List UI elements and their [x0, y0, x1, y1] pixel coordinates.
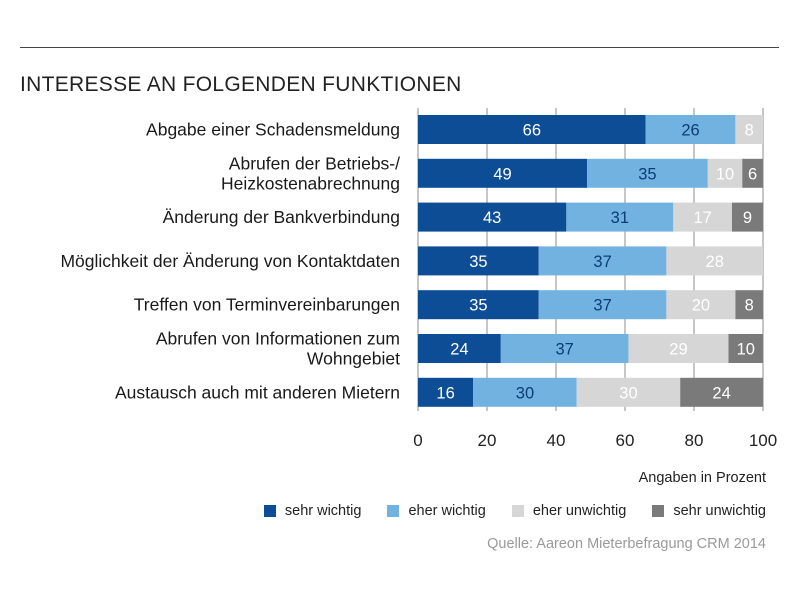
source-note: Quelle: Aareon Mieterbefragung CRM 2014	[487, 536, 766, 552]
legend-label: sehr wichtig	[284, 503, 362, 519]
bar-value-label: 9	[743, 209, 752, 227]
legend-swatch	[387, 505, 400, 517]
bar-value-label: 37	[593, 297, 611, 315]
category-label: Änderung der Bankverbindung	[163, 207, 400, 227]
legend-item: sehr wichtig	[263, 503, 362, 519]
bar-value-label: 8	[745, 122, 754, 140]
legend-swatch	[511, 505, 524, 517]
bar-segment	[628, 334, 729, 363]
bar-value-label: 26	[681, 122, 699, 140]
bars: 66 26 8 49 35 10 6 43 31 17 9 35 37 28 35 37 20 8 24 37 29 10…	[418, 115, 763, 407]
x-tick-label: 20	[478, 431, 497, 450]
bar-value-label: 10	[716, 165, 734, 183]
category-label: Austausch auch mit anderen Mietern	[115, 382, 400, 402]
top-divider	[20, 47, 779, 48]
bar-segment	[418, 377, 474, 407]
bar-value-label: 20	[692, 297, 710, 315]
bar-segment	[418, 334, 501, 363]
bar-segment	[538, 246, 667, 276]
bar-segment	[666, 290, 736, 320]
bar-segment	[418, 202, 567, 232]
bar-segment	[418, 115, 646, 144]
category-label: Heizkostenabrechnung	[221, 173, 400, 193]
bar-segment	[576, 377, 681, 407]
bar-value-label: 37	[593, 253, 611, 271]
x-tick-label: 80	[685, 431, 704, 450]
x-tick-label: 60	[616, 431, 635, 450]
bar-segment	[566, 202, 674, 232]
bar-value-label: 35	[469, 253, 487, 271]
x-tick-label: 100	[749, 431, 777, 450]
bar-segment	[645, 115, 736, 144]
bar-segment	[418, 158, 588, 188]
bar-segment	[673, 202, 732, 232]
bar-segment	[742, 158, 763, 188]
bar-value-label: 17	[693, 209, 711, 227]
bar-value-label: 29	[669, 341, 687, 359]
category-label: Abgabe einer Schadensmeldung	[146, 120, 400, 140]
bar-value-label: 35	[469, 297, 487, 315]
bar-segment	[707, 158, 743, 188]
legend-item: eher unwichtig	[511, 503, 627, 519]
bar-segment	[538, 290, 667, 320]
bar-segment	[735, 115, 763, 144]
bar-value-label: 6	[748, 165, 757, 183]
bar-segment	[666, 246, 763, 276]
category-label: Wohngebiet	[307, 349, 400, 369]
bar-value-label: 10	[737, 341, 755, 359]
category-label: Treffen von Terminvereinbarungen	[134, 295, 400, 315]
bar-segment	[680, 377, 763, 407]
x-tick-label: 40	[547, 431, 566, 450]
category-label: Abrufen von Informationen zum	[156, 329, 400, 349]
bar-value-label: 30	[619, 384, 637, 402]
legend-item: sehr unwichtig	[652, 503, 766, 519]
bar-value-label: 49	[493, 165, 511, 183]
bar-value-label: 8	[745, 297, 754, 315]
bar-segment	[731, 202, 763, 232]
bar-value-label: 31	[611, 209, 629, 227]
bar-value-label: 37	[555, 341, 573, 359]
bar-value-label: 28	[706, 253, 724, 271]
bar-segment	[418, 246, 539, 276]
unit-label: Angaben in Prozent	[638, 470, 766, 486]
legend: sehr wichtig eher wichtig eher unwichtig se…	[238, 503, 766, 519]
legend-label: eher wichtig	[408, 503, 486, 519]
legend-swatch	[263, 505, 276, 517]
bar-segment	[473, 377, 577, 407]
category-labels: Abgabe einer Schadensmeldung Abrufen der …	[60, 120, 400, 403]
legend-item: eher wichtig	[387, 503, 486, 519]
x-tick-label: 0	[413, 431, 422, 450]
bar-segment	[728, 334, 763, 363]
legend-label: sehr unwichtig	[673, 503, 766, 519]
bar-value-label: 16	[436, 384, 454, 402]
bar-value-label: 24	[450, 341, 468, 359]
bar-segment	[418, 290, 539, 320]
bar-value-label: 24	[712, 384, 730, 402]
x-axis: 0 20 40 60 80 100	[413, 431, 777, 450]
bar-segment	[587, 158, 708, 188]
legend-label: eher unwichtig	[532, 503, 627, 519]
bar-value-label: 35	[638, 165, 656, 183]
legend-swatch	[652, 505, 665, 517]
bar-value-label: 66	[523, 122, 541, 140]
bar-segment	[500, 334, 629, 363]
bar-segment	[735, 290, 763, 320]
bar-value-label: 30	[516, 384, 534, 402]
chart-title: INTERESSE AN FOLGENDEN FUNKTIONEN	[20, 73, 462, 96]
category-label: Abrufen der Betriebs-/	[229, 153, 400, 173]
category-label: Möglichkeit der Änderung von Kontaktdate…	[60, 251, 400, 271]
bar-value-label: 43	[483, 209, 501, 227]
